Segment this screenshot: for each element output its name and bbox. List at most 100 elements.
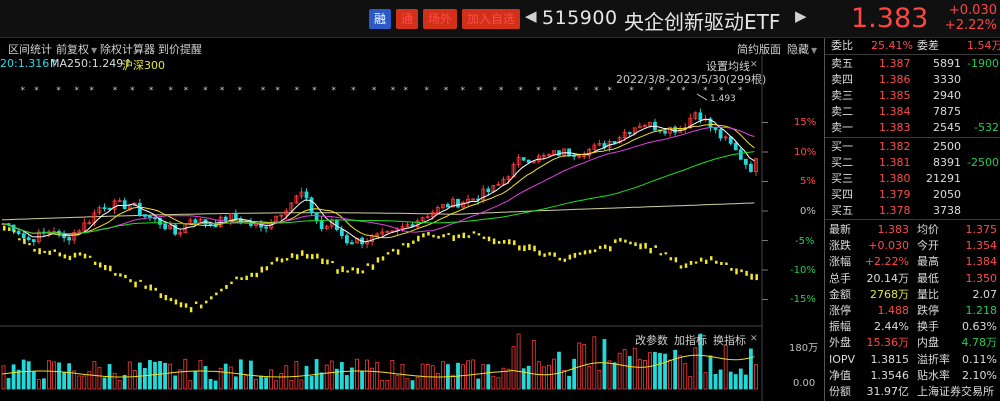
- volume-bar: [501, 367, 506, 390]
- adjust-button[interactable]: 前复权 ▼: [56, 43, 98, 56]
- event-marker-icon: *: [149, 86, 154, 96]
- kline-chart[interactable]: * * * * * * * * * * * * * * * * * * * * * * * * * * * * * * * * * * * * * * * *…: [0, 56, 822, 401]
- add-indicator-button[interactable]: 加指标: [674, 334, 707, 347]
- index-candle: [63, 254, 67, 259]
- otc-tag[interactable]: 场外: [423, 9, 458, 29]
- candle-body: [153, 217, 157, 220]
- ma5-line: [1, 119, 755, 243]
- candle-body: [339, 229, 344, 236]
- price-alert-button[interactable]: 到价提醒: [158, 43, 202, 56]
- index-candle: [533, 245, 536, 252]
- index-candle: [508, 239, 511, 245]
- edit-params-button[interactable]: 改参数: [635, 334, 668, 347]
- hide-button[interactable]: 隐藏 ▼: [787, 43, 818, 56]
- candle-body: [622, 132, 627, 138]
- candle-body: [733, 142, 738, 151]
- change-value: +0.030: [948, 3, 997, 18]
- index-candle: [558, 257, 561, 261]
- connect-tag[interactable]: 通: [396, 9, 419, 29]
- ask-row[interactable]: 卖五 1.387 5891 -1900: [825, 56, 1000, 71]
- volume-bar: [597, 369, 602, 390]
- index-candle: [13, 230, 16, 233]
- prev-stock-icon[interactable]: ◀: [525, 7, 537, 25]
- bid-row[interactable]: 买一 1.382 2500: [825, 139, 1000, 154]
- ask-row[interactable]: 卖一 1.383 2545 -532: [825, 120, 1000, 135]
- kline-svg[interactable]: * * * * * * * * * * * * * * * * * * * * * * * * * * * * * * * * * * * * * * * *: [0, 56, 822, 401]
- ask-row[interactable]: 卖三 1.385 2940: [825, 88, 1000, 103]
- index-candle: [280, 258, 284, 263]
- candle-body: [516, 157, 521, 165]
- candle-body: [582, 155, 587, 158]
- candle-body: [77, 230, 82, 233]
- ask-row[interactable]: 卖四 1.386 3330: [825, 72, 1000, 87]
- index-candle: [240, 277, 243, 280]
- add-watchlist-button[interactable]: 加入自选: [462, 9, 521, 29]
- candle-body: [67, 237, 72, 241]
- bid-row[interactable]: 买四 1.379 2050: [825, 187, 1000, 202]
- index-candle: [644, 242, 647, 249]
- stat-row: 涨停 1.488 跌停 1.218: [825, 303, 1000, 318]
- bid-label: 买三: [831, 172, 853, 185]
- candle-body: [21, 233, 26, 239]
- index-candle: [609, 246, 612, 252]
- volume-bar: [476, 378, 481, 390]
- volume-bar: [663, 353, 667, 390]
- index-candle: [149, 284, 152, 291]
- candle-body: [82, 222, 87, 232]
- close-icon[interactable]: ✕: [750, 334, 758, 344]
- ask-delta: -1900: [967, 57, 999, 70]
- index-candle: [250, 272, 253, 277]
- candle-body: [536, 155, 541, 162]
- event-marker-icon: *: [220, 86, 225, 96]
- stat-label: 跌停: [917, 304, 939, 317]
- exright-calculator-button[interactable]: 除权计算器: [100, 43, 155, 56]
- event-marker-icon: *: [168, 86, 173, 96]
- candle-body: [344, 235, 349, 244]
- volume-bar: [496, 377, 501, 390]
- event-marker-icon: *: [312, 86, 317, 96]
- bid-volume: 8391: [933, 156, 961, 169]
- ask-row[interactable]: 卖二 1.384 7875: [825, 104, 1000, 119]
- ma-settings-button[interactable]: 设置均线: [706, 60, 750, 73]
- candle-body: [592, 144, 597, 150]
- stock-name: 央企创新驱动ETF: [624, 10, 781, 34]
- candle-body: [461, 202, 465, 208]
- index-candle: [659, 253, 662, 256]
- event-marker-icon: *: [295, 86, 300, 96]
- volume-bar: [380, 379, 385, 390]
- stat-row: 涨幅 +2.22% 最高 1.384: [825, 254, 1000, 269]
- index-candle: [664, 252, 668, 255]
- index-candle: [169, 297, 173, 302]
- margin-tag[interactable]: 融: [369, 9, 392, 29]
- candle-body: [562, 148, 566, 156]
- index-candle: [144, 285, 147, 289]
- candle-body: [142, 214, 147, 217]
- candle-body: [107, 207, 112, 210]
- candle-body: [289, 202, 294, 212]
- index-candle: [538, 250, 541, 256]
- bid-row[interactable]: 买五 1.378 3738: [825, 203, 1000, 218]
- candle-body: [754, 158, 758, 172]
- index-candle: [573, 252, 577, 258]
- index-candle: [104, 264, 107, 271]
- index-candle: [543, 253, 546, 257]
- range-stats-button[interactable]: 区间统计: [8, 43, 52, 56]
- volume-bar: [97, 367, 102, 390]
- index-candle: [356, 268, 359, 274]
- stat-value: 1.488: [877, 304, 910, 317]
- volume-bar: [557, 351, 561, 390]
- switch-indicator-button[interactable]: 换指标: [713, 334, 746, 347]
- volume-min-label: 0.00: [793, 378, 816, 389]
- bid-row[interactable]: 买三 1.380 21291: [825, 171, 1000, 186]
- candle-body: [168, 224, 173, 230]
- stat-label: 量比: [917, 287, 939, 301]
- bid-row[interactable]: 买二 1.381 8391 -2500: [825, 155, 1000, 170]
- index-candle: [361, 270, 365, 274]
- index-candle: [336, 269, 339, 274]
- next-stock-icon[interactable]: ▶: [795, 7, 807, 25]
- event-marker-icon: *: [34, 86, 39, 96]
- simple-layout-button[interactable]: 简约版面: [737, 43, 781, 56]
- close-icon[interactable]: ✕: [750, 60, 758, 70]
- candle-body: [380, 231, 385, 235]
- index-candle: [98, 262, 102, 268]
